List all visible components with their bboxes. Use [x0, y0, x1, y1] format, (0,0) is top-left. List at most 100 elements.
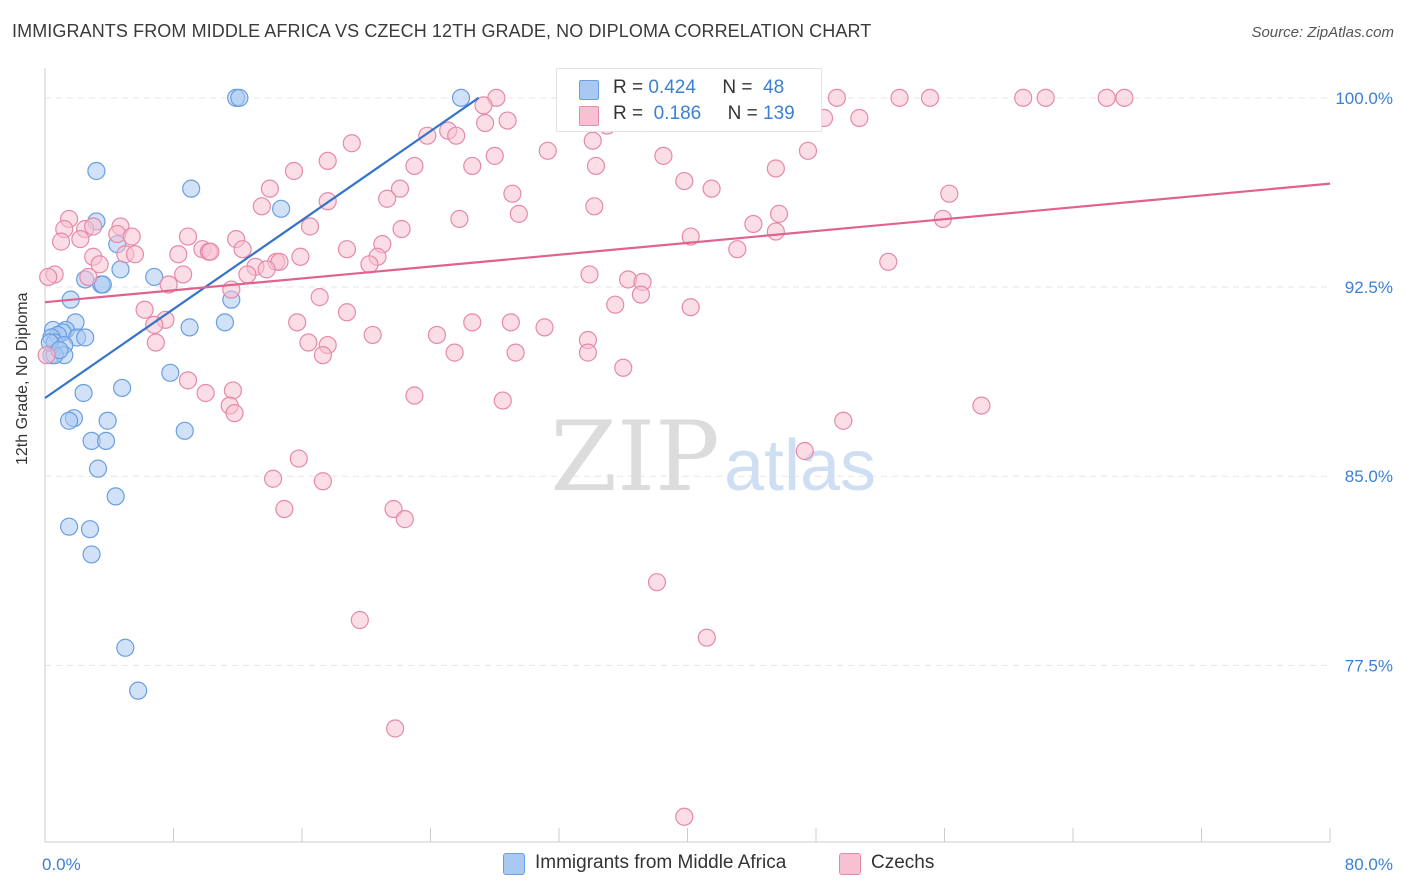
data-point	[654, 146, 673, 165]
data-point	[476, 113, 495, 133]
data-point	[681, 227, 700, 246]
data-point	[583, 131, 602, 150]
r-value: 0.424	[648, 77, 696, 98]
data-point	[702, 179, 721, 198]
data-point	[647, 573, 667, 592]
data-point	[427, 325, 447, 345]
data-point	[795, 441, 814, 461]
data-point	[538, 141, 557, 160]
data-point	[614, 358, 633, 377]
data-point	[744, 214, 763, 234]
data-point	[890, 88, 909, 107]
data-point	[111, 260, 130, 279]
y-axis-label: 12th Grade, No Diploma	[14, 292, 31, 465]
data-point	[447, 126, 466, 145]
data-point	[501, 313, 520, 332]
data-point	[116, 638, 135, 657]
data-point	[135, 300, 154, 319]
data-point	[578, 343, 598, 362]
data-point	[631, 285, 651, 304]
data-point	[230, 88, 249, 107]
data-point	[766, 222, 785, 241]
data-point	[310, 288, 329, 307]
data-point	[580, 265, 599, 284]
data-point	[288, 313, 307, 332]
tick-labels: 100.0% 92.5% 85.0% 77.5% 0.0% 80.0%	[42, 89, 1393, 874]
data-point	[98, 411, 117, 430]
legend-label-czechs: Czechs	[871, 852, 935, 873]
data-point	[405, 156, 424, 176]
data-point	[59, 517, 79, 536]
data-point	[384, 499, 403, 519]
data-point	[450, 209, 469, 229]
r-label: R =	[613, 77, 644, 98]
data-point	[129, 681, 148, 700]
watermark: ZIP atlas	[550, 401, 876, 513]
data-point	[766, 159, 785, 178]
data-point	[257, 260, 276, 279]
data-point	[215, 313, 234, 332]
data-point	[318, 151, 337, 171]
data-point	[161, 363, 180, 382]
data-point	[313, 472, 332, 491]
data-point	[606, 295, 625, 314]
data-point	[451, 88, 471, 107]
legend-swatch-pink	[839, 853, 861, 875]
data-point	[405, 386, 424, 405]
data-point	[125, 245, 145, 264]
data-point	[300, 217, 320, 236]
r-label: R =	[613, 103, 644, 124]
data-point	[96, 431, 116, 451]
data-point	[272, 199, 291, 218]
data-point	[445, 343, 464, 362]
r-value: 0.186	[653, 103, 702, 124]
y-tick-label: 100.0%	[1335, 89, 1393, 108]
data-point	[169, 245, 188, 264]
data-point	[509, 204, 528, 223]
data-point	[233, 240, 252, 259]
data-point	[850, 108, 869, 128]
data-point	[196, 383, 215, 403]
data-point	[122, 227, 141, 246]
x-tick-label: 80.0%	[1345, 855, 1393, 874]
data-point	[291, 247, 310, 266]
y-tick-label: 92.5%	[1345, 278, 1393, 297]
data-point	[586, 156, 606, 176]
data-point	[263, 469, 283, 488]
data-point	[535, 318, 554, 337]
trend-line-middle-africa	[44, 96, 480, 399]
data-point	[386, 719, 405, 738]
data-point	[284, 161, 304, 181]
data-point	[39, 267, 58, 287]
legend-swatch-blue	[503, 853, 525, 875]
n-value: 48	[763, 77, 785, 98]
data-point	[178, 371, 198, 390]
data-point	[681, 298, 700, 317]
data-point	[879, 252, 898, 271]
stats-legend: R = 0.424 N = 48 R = 0.186 N = 139	[556, 68, 822, 132]
data-point	[378, 189, 397, 208]
data-point	[313, 346, 332, 365]
data-point	[80, 520, 100, 539]
data-point	[585, 197, 604, 216]
data-point	[71, 230, 90, 249]
data-point	[1115, 88, 1134, 107]
data-point	[37, 346, 56, 365]
data-point	[275, 499, 294, 519]
data-point	[337, 240, 357, 259]
data-point	[90, 255, 109, 274]
axes	[44, 68, 1331, 843]
data-point	[74, 383, 93, 403]
data-point	[360, 255, 379, 274]
data-point	[972, 396, 991, 415]
data-point	[697, 628, 716, 647]
y-tick-label: 77.5%	[1345, 656, 1393, 675]
x-tick-label: 0.0%	[42, 855, 81, 874]
data-point	[88, 459, 108, 478]
data-point	[93, 275, 112, 294]
data-point	[463, 313, 482, 332]
data-point	[498, 111, 517, 130]
data-point	[363, 325, 382, 345]
data-point	[337, 303, 357, 322]
